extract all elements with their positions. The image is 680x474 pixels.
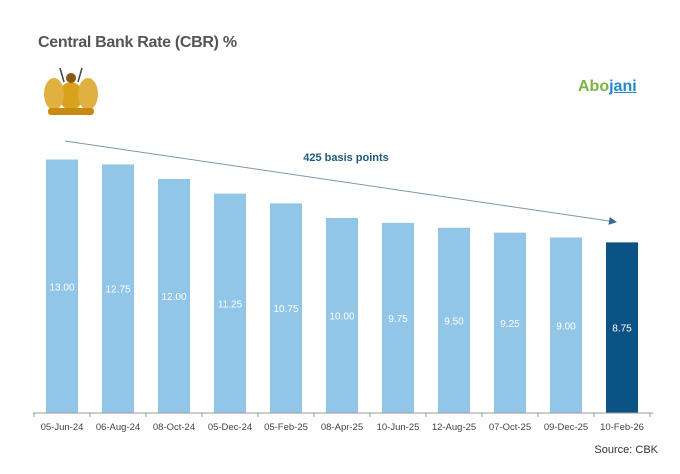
data-label: 9.75 [388, 314, 408, 325]
data-label: 10.00 [329, 312, 354, 323]
bar-09-Dec-25 [550, 237, 582, 413]
x-tick-label: 08-Apr-25 [321, 422, 363, 433]
x-tick-label: 05-Jun-24 [41, 422, 84, 433]
bar-05-Feb-25 [270, 203, 302, 413]
coat-of-arms-logo [40, 66, 102, 121]
bar-06-Aug-24 [102, 164, 134, 413]
data-label: 12.75 [105, 285, 130, 296]
data-label: 8.75 [612, 324, 632, 335]
x-tick-label: 05-Dec-24 [208, 422, 252, 433]
bar-07-Oct-25 [494, 232, 526, 413]
data-label: 9.50 [444, 316, 464, 327]
bar-08-Oct-24 [158, 179, 190, 413]
data-label: 9.25 [500, 319, 520, 330]
bar-10-Feb-26 [606, 242, 638, 413]
abojani-logo: Abojani [578, 78, 637, 95]
x-tick-label: 08-Oct-24 [153, 422, 195, 433]
x-tick-label: 09-Dec-25 [544, 422, 588, 433]
trend-arrow [64, 140, 617, 225]
data-label: 10.75 [273, 304, 298, 315]
source-note: Source: CBK [594, 444, 658, 456]
data-label: 12.00 [161, 292, 186, 303]
annotation-label: 425 basis points [303, 152, 389, 164]
x-tick-label: 05-Feb-25 [264, 422, 308, 433]
x-tick-label: 06-Aug-24 [96, 422, 140, 433]
bar-05-Jun-24 [46, 159, 78, 413]
bar-10-Jun-25 [382, 222, 414, 413]
bar-05-Dec-24 [214, 193, 246, 413]
data-label: 9.00 [556, 321, 576, 332]
bar-08-Apr-25 [326, 218, 358, 413]
data-label: 13.00 [49, 282, 74, 293]
bar-12-Aug-25 [438, 227, 470, 413]
x-tick-label: 10-Jun-25 [377, 422, 420, 433]
chart-title: Central Bank Rate (CBR) % [38, 34, 237, 51]
x-tick-label: 07-Oct-25 [489, 422, 531, 433]
data-label: 11.25 [218, 299, 243, 310]
x-tick-label: 12-Aug-25 [432, 422, 476, 433]
x-tick-label: 10-Feb-26 [600, 422, 644, 433]
